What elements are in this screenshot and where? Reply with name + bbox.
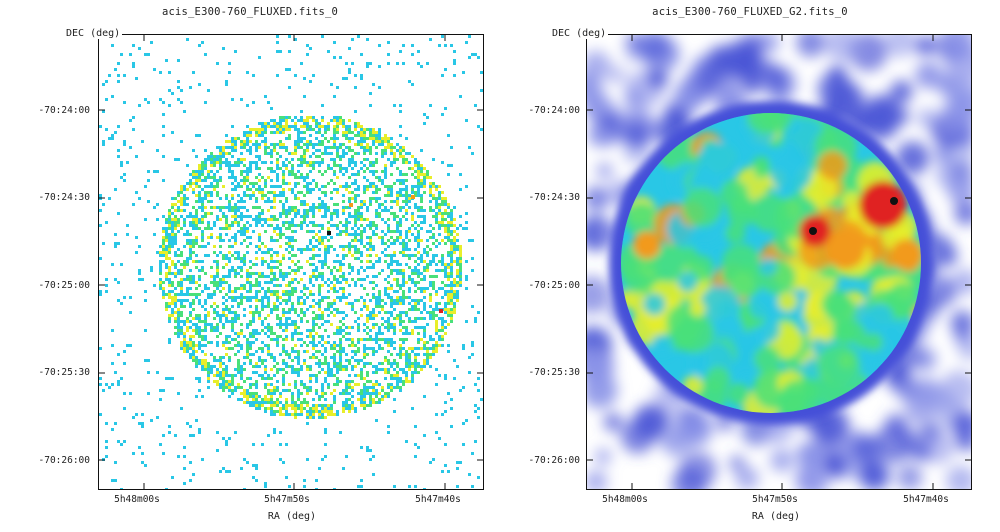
smoothed-flux-image — [587, 35, 971, 489]
y-tick-label: -70:25:00 — [38, 280, 90, 291]
raw-image-plot[interactable] — [98, 34, 484, 490]
x-tick-label: 5h48m00s — [602, 494, 648, 505]
y-tick-label: -70:24:00 — [528, 105, 580, 116]
x-axis-label: RA (deg) — [267, 511, 317, 522]
pixel-layer — [99, 35, 483, 489]
x-axis-label: RA (deg) — [751, 511, 801, 522]
bright-pixel — [327, 231, 331, 235]
raw-counts-image — [99, 35, 483, 489]
smoothed-image-panel: acis_E300-760_FLUXED_G2.fits_0 DEC (deg)… — [500, 0, 1000, 532]
bright-pixel — [439, 309, 443, 313]
y-tick-label: -70:25:00 — [528, 280, 580, 291]
bright-pixel — [349, 203, 353, 207]
y-tick-label: -70:24:00 — [38, 105, 90, 116]
y-tick-label: -70:25:30 — [38, 367, 90, 378]
y-tick-label: -70:26:00 — [528, 455, 580, 466]
smoothed-image-plot[interactable] — [586, 34, 972, 490]
y-axis-label: DEC (deg) — [64, 28, 123, 39]
y-tick-label: -70:26:00 — [38, 455, 90, 466]
image-title: acis_E300-760_FLUXED_G2.fits_0 — [652, 6, 848, 18]
raw-image-panel: acis_E300-760_FLUXED.fits_0 DEC (deg) -7… — [38, 6, 484, 522]
image-title: acis_E300-760_FLUXED.fits_0 — [161, 6, 339, 18]
bright-source — [890, 197, 898, 205]
remnant-disk — [621, 113, 921, 413]
y-tick-label: -70:24:30 — [38, 192, 90, 203]
x-tick-label: 5h47m50s — [264, 494, 310, 505]
bright-source — [809, 227, 817, 235]
y-axis-label: DEC (deg) — [550, 28, 609, 39]
y-tick-label: -70:25:30 — [528, 367, 580, 378]
x-tick-label: 5h48m00s — [114, 494, 160, 505]
y-tick-label: -70:24:30 — [528, 192, 580, 203]
bright-pixel — [411, 195, 415, 199]
x-tick-label: 5h47m40s — [415, 494, 461, 505]
x-tick-label: 5h47m40s — [903, 494, 949, 505]
x-tick-label: 5h47m50s — [752, 494, 798, 505]
